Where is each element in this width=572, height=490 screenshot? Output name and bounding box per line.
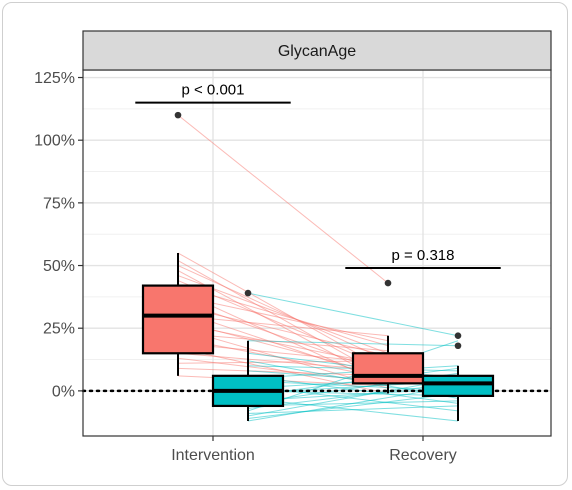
paired-line-series-a bbox=[177, 114, 389, 284]
outlier-point bbox=[454, 342, 462, 350]
y-tick-label: 50% bbox=[43, 258, 75, 275]
x-axis: Intervention Recovery bbox=[171, 436, 457, 464]
paired-line-series-a bbox=[177, 265, 389, 362]
box-intervention-series-b bbox=[211, 289, 285, 421]
x-tick-label: Intervention bbox=[171, 447, 255, 464]
box-intervention-series-a bbox=[141, 111, 215, 376]
facet-strip bbox=[82, 30, 552, 71]
figure-frame: p < 0.001 p = 0.318 GlycanAge 0% 25% 50% 75%… bbox=[2, 2, 568, 486]
boxplot-chart: p < 0.001 p = 0.318 GlycanAge 0% 25% 50% 75%… bbox=[34, 30, 553, 464]
paired-line-series-a bbox=[177, 252, 389, 372]
box-recovery-series-a bbox=[351, 279, 425, 394]
x-tick-label: Recovery bbox=[389, 447, 457, 464]
paired-line-series-b bbox=[247, 340, 459, 347]
box-body bbox=[351, 352, 425, 385]
p-value-label: p < 0.001 bbox=[182, 82, 245, 99]
paired-line-series-b bbox=[247, 405, 459, 414]
p-value-label: p = 0.318 bbox=[392, 247, 455, 264]
y-tick-label: 0% bbox=[52, 383, 75, 400]
y-axis: 0% 25% 50% 75% 100% 125% bbox=[34, 70, 83, 400]
paired-line-series-b bbox=[247, 292, 459, 337]
paired-line-series-b bbox=[247, 392, 459, 419]
boxes bbox=[141, 111, 495, 421]
box-body bbox=[421, 374, 495, 397]
outlier-point bbox=[244, 289, 252, 297]
facet-title: GlycanAge bbox=[278, 43, 356, 60]
outlier-point bbox=[174, 111, 182, 119]
y-tick-label: 100% bbox=[34, 133, 75, 150]
box-body bbox=[141, 284, 215, 355]
y-tick-label: 125% bbox=[34, 70, 75, 87]
y-tick-label: 25% bbox=[43, 321, 75, 338]
annotations: p < 0.001 p = 0.318 bbox=[135, 82, 501, 270]
box-recovery-series-b bbox=[421, 332, 495, 421]
y-tick-label: 75% bbox=[43, 195, 75, 212]
outlier-point bbox=[454, 332, 462, 340]
outlier-point bbox=[384, 279, 392, 287]
